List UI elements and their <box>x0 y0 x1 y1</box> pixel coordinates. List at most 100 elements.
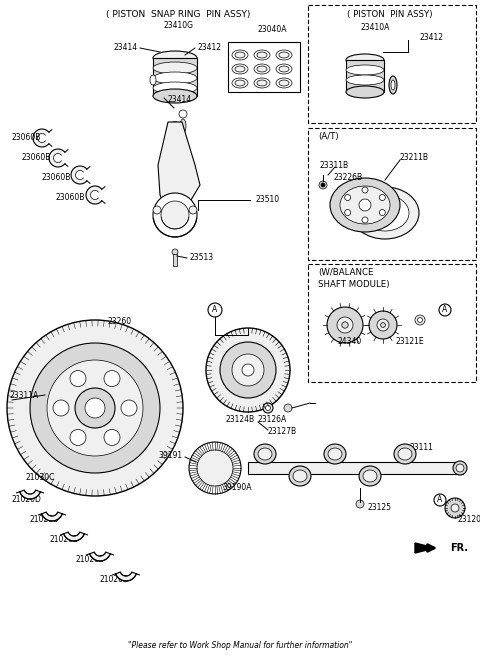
Ellipse shape <box>254 444 276 464</box>
Text: 21030C: 21030C <box>26 474 55 483</box>
Ellipse shape <box>279 80 289 86</box>
Text: 23226B: 23226B <box>333 173 362 182</box>
Ellipse shape <box>361 195 409 231</box>
Text: 23125: 23125 <box>368 504 392 512</box>
Ellipse shape <box>263 403 273 413</box>
Circle shape <box>345 194 351 201</box>
Circle shape <box>379 194 385 201</box>
Text: 23311B: 23311B <box>320 161 349 169</box>
Circle shape <box>356 500 364 508</box>
Ellipse shape <box>324 444 346 464</box>
Ellipse shape <box>254 64 270 74</box>
Circle shape <box>232 354 264 386</box>
Ellipse shape <box>456 464 464 472</box>
Text: 23414: 23414 <box>168 96 192 104</box>
Circle shape <box>161 201 189 229</box>
Circle shape <box>70 371 86 386</box>
Ellipse shape <box>276 64 292 74</box>
Polygon shape <box>42 512 62 521</box>
Ellipse shape <box>254 50 270 60</box>
Circle shape <box>319 181 327 189</box>
Ellipse shape <box>232 78 248 88</box>
Circle shape <box>362 187 368 193</box>
Ellipse shape <box>415 315 425 325</box>
Ellipse shape <box>153 89 197 103</box>
Polygon shape <box>49 149 65 167</box>
Polygon shape <box>158 122 200 215</box>
Ellipse shape <box>289 466 311 486</box>
Text: 23412: 23412 <box>198 43 222 52</box>
Text: 21020D: 21020D <box>76 556 106 565</box>
Text: 23060B: 23060B <box>22 154 51 163</box>
Circle shape <box>359 199 371 211</box>
Text: "Please refer to Work Shop Manual for further information": "Please refer to Work Shop Manual for fu… <box>128 640 352 649</box>
Circle shape <box>220 342 276 398</box>
Ellipse shape <box>254 78 270 88</box>
Ellipse shape <box>346 65 384 75</box>
Ellipse shape <box>153 72 197 84</box>
Circle shape <box>104 430 120 445</box>
Ellipse shape <box>257 80 267 86</box>
Text: 23211B: 23211B <box>400 154 429 163</box>
Ellipse shape <box>180 119 186 133</box>
Polygon shape <box>415 543 435 553</box>
Bar <box>346 60 384 92</box>
Ellipse shape <box>235 66 245 72</box>
Ellipse shape <box>346 54 384 66</box>
Text: FR.: FR. <box>450 543 468 553</box>
Circle shape <box>242 364 254 376</box>
Circle shape <box>208 303 222 317</box>
Bar <box>308 5 476 123</box>
Ellipse shape <box>153 51 197 65</box>
Circle shape <box>206 328 290 412</box>
Text: 23260: 23260 <box>108 318 132 327</box>
Bar <box>308 128 476 260</box>
Circle shape <box>85 398 105 418</box>
Text: 24340: 24340 <box>338 337 362 346</box>
Ellipse shape <box>445 498 465 518</box>
Text: A: A <box>443 306 448 314</box>
Ellipse shape <box>340 186 390 224</box>
Text: 21020D: 21020D <box>50 535 80 544</box>
Circle shape <box>379 209 385 216</box>
Circle shape <box>30 343 160 473</box>
Bar <box>228 42 300 92</box>
Ellipse shape <box>279 66 289 72</box>
Ellipse shape <box>235 52 245 58</box>
Bar <box>153 58 197 96</box>
Text: (W/BALANCE: (W/BALANCE <box>318 268 373 277</box>
Circle shape <box>377 319 389 331</box>
Text: 23111: 23111 <box>410 443 434 453</box>
Ellipse shape <box>265 405 271 411</box>
Circle shape <box>342 322 348 328</box>
Text: A: A <box>437 495 443 504</box>
Bar <box>248 462 463 474</box>
Circle shape <box>345 209 351 216</box>
Polygon shape <box>20 490 40 499</box>
Text: 23124B: 23124B <box>225 415 254 424</box>
Text: 23510: 23510 <box>255 195 279 205</box>
Circle shape <box>381 323 385 327</box>
Ellipse shape <box>279 52 289 58</box>
Ellipse shape <box>359 466 381 486</box>
Ellipse shape <box>257 52 267 58</box>
Polygon shape <box>33 129 49 147</box>
Text: 21020D: 21020D <box>100 575 130 584</box>
Circle shape <box>53 400 69 416</box>
Polygon shape <box>71 166 87 184</box>
Ellipse shape <box>235 80 245 86</box>
Text: 23040A: 23040A <box>258 26 288 35</box>
Text: (A/T): (A/T) <box>318 133 338 142</box>
Ellipse shape <box>346 75 384 85</box>
Ellipse shape <box>451 504 459 512</box>
Ellipse shape <box>258 448 272 460</box>
Circle shape <box>369 311 397 339</box>
Ellipse shape <box>418 318 422 323</box>
Ellipse shape <box>257 66 267 72</box>
Text: 23060B: 23060B <box>42 173 72 182</box>
Text: ( PISTON  SNAP RING  PIN ASSY): ( PISTON SNAP RING PIN ASSY) <box>106 10 250 20</box>
Text: 39190A: 39190A <box>222 483 252 491</box>
Ellipse shape <box>150 75 156 85</box>
Text: 23060B: 23060B <box>12 134 41 142</box>
Circle shape <box>153 206 161 214</box>
